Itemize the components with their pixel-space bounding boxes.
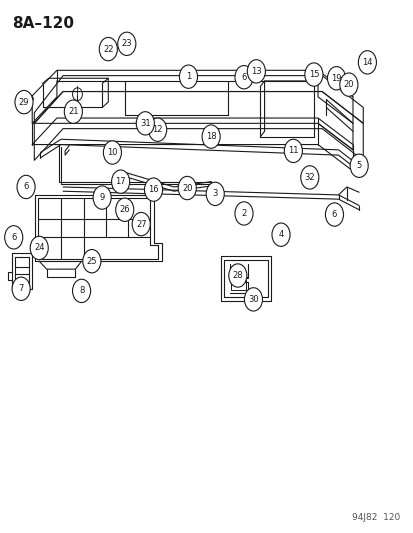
Text: 32: 32	[304, 173, 314, 182]
Text: 28: 28	[232, 271, 242, 280]
Text: 19: 19	[330, 74, 341, 83]
Text: 94J82  120: 94J82 120	[351, 513, 399, 522]
Text: 6: 6	[241, 72, 246, 82]
Circle shape	[327, 67, 345, 90]
Bar	[230, 280, 246, 290]
Circle shape	[235, 202, 252, 225]
Text: 22: 22	[103, 45, 113, 54]
Circle shape	[325, 203, 343, 226]
Text: 21: 21	[68, 107, 78, 116]
Text: 29: 29	[19, 98, 29, 107]
Circle shape	[15, 91, 33, 114]
Text: 5: 5	[356, 161, 361, 170]
Circle shape	[83, 249, 101, 273]
Circle shape	[300, 166, 318, 189]
Text: 27: 27	[135, 220, 146, 229]
Circle shape	[271, 223, 290, 246]
Circle shape	[117, 32, 135, 55]
Circle shape	[72, 279, 90, 303]
Circle shape	[17, 175, 35, 199]
Circle shape	[136, 112, 154, 135]
Text: 23: 23	[121, 39, 132, 49]
Circle shape	[5, 225, 23, 249]
Text: 8: 8	[79, 286, 84, 295]
Text: 8A–120: 8A–120	[12, 16, 74, 31]
Circle shape	[284, 139, 301, 163]
Text: 15: 15	[308, 70, 318, 79]
Circle shape	[132, 213, 150, 236]
Text: 6: 6	[331, 210, 336, 219]
Circle shape	[202, 125, 220, 148]
Circle shape	[144, 178, 162, 201]
Text: 26: 26	[119, 205, 130, 214]
Circle shape	[247, 60, 265, 83]
Text: 9: 9	[99, 193, 104, 202]
Text: 2: 2	[241, 209, 246, 218]
Text: 6: 6	[23, 182, 28, 191]
Circle shape	[30, 236, 48, 260]
Circle shape	[64, 100, 82, 123]
Text: 20: 20	[343, 80, 353, 89]
Circle shape	[235, 66, 252, 89]
Text: 13: 13	[250, 67, 261, 76]
Circle shape	[349, 154, 367, 177]
Text: 11: 11	[287, 147, 298, 156]
Text: 12: 12	[152, 125, 162, 134]
Text: 4: 4	[278, 230, 283, 239]
Circle shape	[179, 65, 197, 88]
Text: 24: 24	[34, 244, 44, 253]
Circle shape	[148, 118, 166, 141]
Text: 6: 6	[11, 233, 17, 242]
Circle shape	[103, 141, 121, 164]
Circle shape	[358, 51, 375, 74]
Circle shape	[304, 63, 322, 86]
Circle shape	[115, 198, 133, 221]
Text: 30: 30	[247, 295, 258, 304]
Text: 1: 1	[185, 72, 191, 81]
Circle shape	[12, 277, 30, 301]
Text: 31: 31	[140, 119, 150, 128]
Text: 10: 10	[107, 148, 117, 157]
Circle shape	[339, 73, 357, 96]
Text: 20: 20	[182, 183, 192, 192]
Circle shape	[206, 182, 224, 206]
Circle shape	[244, 288, 262, 311]
Text: 25: 25	[86, 257, 97, 265]
Text: 17: 17	[115, 177, 126, 186]
Circle shape	[93, 186, 111, 209]
Circle shape	[99, 37, 117, 61]
Text: 14: 14	[361, 58, 372, 67]
Circle shape	[178, 176, 196, 200]
Circle shape	[228, 264, 246, 287]
Text: 16: 16	[148, 185, 159, 194]
Circle shape	[112, 170, 129, 193]
Text: 7: 7	[19, 284, 24, 293]
Text: 18: 18	[205, 132, 216, 141]
Text: 3: 3	[212, 189, 217, 198]
